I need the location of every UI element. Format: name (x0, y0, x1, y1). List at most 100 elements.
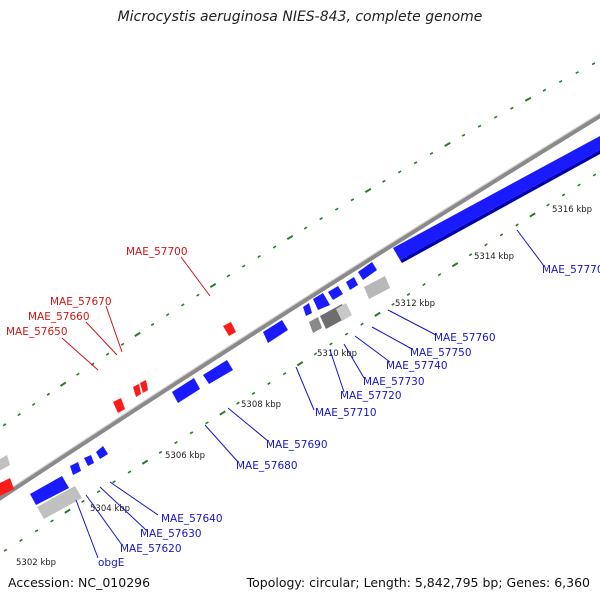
gene-label-MAE_57770[interactable]: MAE_57770 (542, 264, 600, 276)
forward-leader-lines (75, 229, 545, 559)
forward-gene-MAE_57760[interactable] (358, 262, 377, 280)
gene-label-MAE_57670[interactable]: MAE_57670 (50, 296, 112, 308)
tick-mark (241, 264, 246, 268)
rna-gene-6[interactable] (0, 455, 10, 472)
forward-gene-MAE_57680b[interactable] (172, 378, 200, 403)
tick-mark (524, 96, 532, 102)
tick-mark (76, 372, 80, 376)
tick-mark (397, 170, 402, 174)
tick-mark (529, 212, 536, 218)
genome-backbone-highlight (0, 112, 600, 496)
forward-genes (30, 262, 377, 505)
forward-gene-MAE_57710[interactable] (303, 303, 312, 316)
tick-mark (437, 273, 442, 277)
tick-mark (510, 106, 514, 110)
tick-mark (257, 255, 261, 259)
forward-gene-MAE_57730[interactable] (313, 293, 330, 310)
gene-label-obgE[interactable]: obgE (98, 557, 124, 569)
scale-labels: 5302 kbp 5304 kbp 5306 kbp 5308 kbp 5310… (16, 205, 592, 568)
tick-mark (499, 233, 504, 237)
gene-label-MAE_57710[interactable]: MAE_57710 (315, 407, 377, 419)
forward-gene-MAE_57770[interactable] (393, 136, 600, 260)
gene-label-MAE_57660[interactable]: MAE_57660 (28, 311, 90, 323)
scale-label: 5306 kbp (165, 451, 205, 461)
tick-mark (226, 274, 231, 278)
rna-gene-4[interactable] (309, 317, 322, 333)
forward-gene-MAE_57620[interactable] (70, 462, 81, 475)
tick-mark (515, 223, 519, 227)
tick-mark (81, 499, 85, 503)
rna-gene-3[interactable] (336, 303, 352, 321)
tick-mark (364, 187, 372, 193)
tick-mark (477, 124, 482, 128)
genome-summary-text: Topology: circular; Length: 5,842,795 bp… (246, 575, 590, 590)
rna-gene-5[interactable] (37, 486, 82, 519)
tick-mark (575, 71, 579, 75)
gene-label-MAE_57690[interactable]: MAE_57690 (266, 439, 328, 451)
tick-mark (59, 381, 67, 387)
tick-mark (272, 245, 277, 249)
reverse-gene-labels: MAE_57650 MAE_57660 MAE_57670 MAE_57700 (6, 246, 188, 338)
gene-label-MAE_57620[interactable]: MAE_57620 (120, 543, 182, 555)
tick-mark (251, 391, 256, 395)
tick-mark (2, 423, 7, 427)
tick-mark (158, 450, 163, 454)
tick-mark (141, 459, 149, 465)
forward-gene-obgE[interactable] (30, 476, 69, 505)
forward-gene-MAE_57690[interactable] (263, 320, 288, 343)
gene-label-MAE_57720[interactable]: MAE_57720 (340, 390, 402, 402)
forward-gene-MAE_57770-shade (400, 150, 600, 263)
tick-mark (267, 381, 271, 385)
tick-mark (484, 243, 488, 247)
rna-genes (0, 276, 390, 519)
gene-label-MAE_57650[interactable]: MAE_57650 (6, 326, 68, 338)
tick-mark (444, 141, 451, 147)
forward-gene-MAE_57680a[interactable] (203, 360, 233, 384)
scale-label: 5310 kbp (317, 349, 357, 359)
gene-label-MAE_57700[interactable]: MAE_57700 (126, 246, 188, 258)
reverse-gene-MAE_57670[interactable] (140, 380, 148, 393)
tick-mark (391, 302, 395, 306)
tick-mark (282, 372, 287, 376)
gene-label-MAE_57730[interactable]: MAE_57730 (363, 376, 425, 388)
gene-label-MAE_57760[interactable]: MAE_57760 (434, 332, 496, 344)
tick-mark (105, 352, 110, 356)
scale-label: 5308 kbp (241, 400, 281, 410)
tick-mark (31, 402, 36, 406)
tick-mark (413, 161, 418, 165)
scale-label: 5304 kbp (90, 504, 130, 514)
tick-mark (546, 203, 550, 207)
reverse-gene-left[interactable] (0, 478, 14, 496)
tick-mark (174, 441, 178, 445)
tick-mark (303, 226, 308, 230)
tick-mark (296, 361, 304, 367)
tick-mark (127, 470, 132, 474)
tick-mark (561, 193, 566, 197)
forward-gene-MAE_57640[interactable] (96, 446, 108, 459)
gene-label-MAE_57680[interactable]: MAE_57680 (236, 460, 298, 472)
gene-label-MAE_57750[interactable]: MAE_57750 (410, 347, 472, 359)
gene-label-MAE_57630[interactable]: MAE_57630 (140, 528, 202, 540)
tick-mark (64, 508, 71, 514)
forward-gene-MAE_57740[interactable] (328, 286, 343, 300)
gene-label-MAE_57640[interactable]: MAE_57640 (161, 513, 223, 525)
forward-gene-MAE_57750[interactable] (346, 277, 358, 290)
gene-label-MAE_57740[interactable]: MAE_57740 (386, 360, 448, 372)
tick-mark (577, 183, 581, 187)
genome-backbone (0, 113, 600, 501)
accession-text: Accession: NC_010296 (8, 575, 151, 590)
tick-mark (96, 490, 101, 494)
tick-mark (112, 480, 116, 484)
tick-mark (591, 62, 596, 66)
tick-mark (382, 179, 386, 183)
forward-gene-MAE_57630[interactable] (84, 455, 94, 466)
tick-mark (451, 262, 459, 268)
tick-mark (334, 207, 339, 211)
reverse-gene-MAE_57660[interactable] (133, 384, 141, 397)
rna-gene-1[interactable] (364, 276, 390, 299)
reverse-gene-MAE_57650[interactable] (113, 398, 125, 413)
tick-mark (558, 79, 563, 83)
reverse-gene-MAE_57700[interactable] (223, 322, 236, 336)
tick-mark (134, 331, 141, 337)
